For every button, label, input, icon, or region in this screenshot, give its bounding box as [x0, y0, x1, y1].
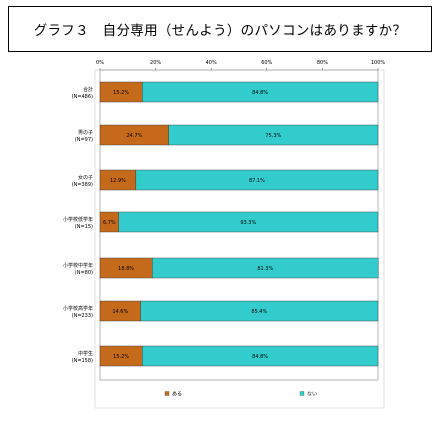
data-label: 84.8%: [252, 90, 268, 96]
data-label: 15.2%: [113, 354, 129, 360]
category-label: 合計: [83, 86, 93, 93]
bar-segment-nai: [142, 81, 379, 103]
x-tick-label: 80%: [317, 60, 328, 66]
data-label: 12.9%: [110, 178, 126, 184]
legend-label-aru: ある: [172, 392, 182, 398]
x-tick-label: 60%: [261, 60, 272, 66]
x-tick-label: 40%: [206, 60, 217, 66]
legend-label-nai: ない: [307, 391, 317, 398]
category-n-label: (N=15): [75, 224, 93, 230]
legend-swatch-nai: [299, 391, 305, 396]
chart-title: グラフ３ 自分専用（せんよう）のパソコンはありますか？: [33, 23, 407, 39]
data-label: 18.8%: [118, 266, 134, 272]
data-label: 6.7%: [103, 220, 116, 226]
legend-swatch-aru: [164, 391, 170, 396]
category-n-label: (N=486): [72, 94, 93, 100]
x-tick-label: 20%: [150, 60, 161, 66]
data-label: 84.8%: [252, 354, 268, 360]
category-n-label: (N=389): [72, 182, 93, 188]
data-label: 85.4%: [251, 309, 267, 315]
category-n-label: (N=80): [75, 270, 93, 276]
data-label: 87.1%: [249, 178, 265, 184]
x-tick-label: 0%: [96, 60, 104, 66]
data-label: 14.6%: [112, 309, 128, 315]
x-tick-label: 100%: [371, 60, 386, 66]
data-label: 93.3%: [240, 220, 256, 226]
bar-segment-nai: [142, 345, 379, 367]
bar-segment-nai: [140, 300, 379, 322]
data-label: 75.3%: [265, 133, 281, 139]
category-label: 小学校中学年: [63, 262, 93, 269]
category-label: 小学校高学年: [63, 305, 93, 312]
category-label: 小学校低学年: [63, 216, 93, 223]
category-n-label: (N=97): [75, 137, 93, 143]
category-n-label: (N=158): [72, 358, 93, 364]
category-n-label: (N=233): [72, 313, 93, 319]
bar-segment-nai: [168, 124, 379, 146]
bar-segment-nai: [135, 169, 379, 191]
category-label: 女の子: [78, 174, 93, 181]
chart-title-box: グラフ３ 自分専用（せんよう）のパソコンはありますか？: [8, 6, 432, 52]
category-label: 男の子: [78, 129, 93, 136]
bar-segment-nai: [152, 257, 379, 279]
category-label: 中学生: [78, 350, 93, 357]
data-label: 15.2%: [113, 90, 129, 96]
data-label: 81.3%: [257, 266, 273, 272]
bar-segment-nai: [118, 211, 379, 233]
data-label: 24.7%: [126, 133, 142, 139]
